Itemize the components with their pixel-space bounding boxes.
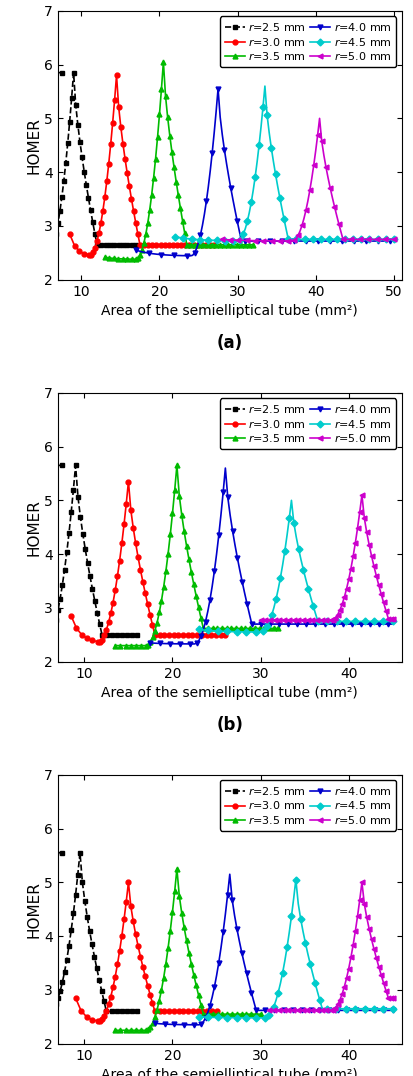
X-axis label: Area of the semielliptical tube (mm²): Area of the semielliptical tube (mm²)	[101, 305, 357, 318]
X-axis label: Area of the semielliptical tube (mm²): Area of the semielliptical tube (mm²)	[101, 1068, 357, 1076]
Legend: $r$=2.5 mm, $r$=3.0 mm, $r$=3.5 mm, $r$=4.0 mm, $r$=4.5 mm, $r$=5.0 mm: $r$=2.5 mm, $r$=3.0 mm, $r$=3.5 mm, $r$=…	[220, 16, 395, 67]
Legend: $r$=2.5 mm, $r$=3.0 mm, $r$=3.5 mm, $r$=4.0 mm, $r$=4.5 mm, $r$=5.0 mm: $r$=2.5 mm, $r$=3.0 mm, $r$=3.5 mm, $r$=…	[220, 780, 395, 831]
X-axis label: Area of the semielliptical tube (mm²): Area of the semielliptical tube (mm²)	[101, 686, 357, 700]
Y-axis label: HOMER: HOMER	[26, 881, 41, 937]
Y-axis label: HOMER: HOMER	[26, 117, 41, 173]
Y-axis label: HOMER: HOMER	[26, 499, 41, 555]
Text: (b): (b)	[216, 716, 242, 734]
Text: (a): (a)	[216, 334, 242, 352]
Legend: $r$=2.5 mm, $r$=3.0 mm, $r$=3.5 mm, $r$=4.0 mm, $r$=4.5 mm, $r$=5.0 mm: $r$=2.5 mm, $r$=3.0 mm, $r$=3.5 mm, $r$=…	[220, 398, 395, 449]
